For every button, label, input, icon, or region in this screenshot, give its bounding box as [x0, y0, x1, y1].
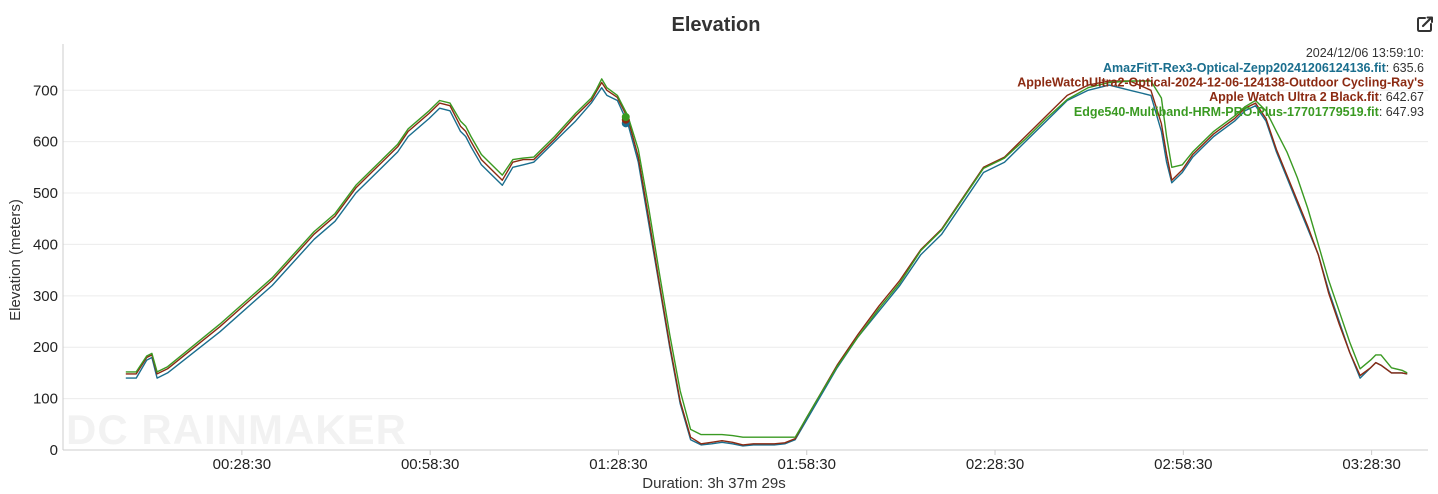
y-axis-label: Elevation (meters) — [7, 199, 24, 321]
y-tick-label: 200 — [33, 339, 58, 356]
tooltip-series-name: AmazFitT-Rex3-Optical-Zepp20241206124136… — [1103, 61, 1387, 75]
y-tick-label: 100 — [33, 391, 58, 408]
tooltip-row: AmazFitT-Rex3-Optical-Zepp20241206124136… — [1103, 61, 1424, 75]
tooltip-header: 2024/12/06 13:59:10: — [1306, 46, 1424, 60]
gridlines — [63, 89, 1428, 400]
x-tick-label: 00:28:30 — [213, 456, 271, 473]
series-lines — [125, 78, 1408, 447]
tooltip-value: 647.93 — [1386, 105, 1424, 119]
tooltip-series-name: Apple Watch Ultra 2 Black.fit — [1209, 90, 1380, 104]
x-tick-label: 01:58:30 — [778, 456, 836, 473]
tooltip-row: Edge540-Multiband-HRM-PRO-Plus-177017795… — [1074, 105, 1424, 119]
series-line — [125, 80, 1408, 446]
y-tick-label: 400 — [33, 236, 58, 253]
x-tick-label: 02:28:30 — [966, 456, 1024, 473]
tooltip: 2024/12/06 13:59:10: AmazFitT-Rex3-Optic… — [1017, 46, 1424, 119]
x-tick-label: 00:58:30 — [401, 456, 459, 473]
x-tick-label: 03:28:30 — [1342, 456, 1400, 473]
tooltip-separator: : — [1379, 90, 1386, 104]
x-tick-label: 01:28:30 — [589, 456, 647, 473]
axes: 0 100 200 300 400 500 600 700 00:28:30 00:58:30 01… — [33, 44, 1428, 473]
series-line — [125, 84, 1408, 447]
watermark: DC RAINMAKER — [66, 406, 407, 453]
y-tick-label: 600 — [33, 134, 58, 151]
tooltip-separator: : — [1386, 61, 1393, 75]
x-tick-label: 02:58:30 — [1154, 456, 1212, 473]
tooltip-separator: : — [1379, 105, 1386, 119]
x-axis-label: Duration: 3h 37m 29s — [642, 475, 785, 492]
tooltip-series-name: AppleWatchUltra2-Optical-2024-12-06-1241… — [1017, 76, 1424, 90]
tooltip-row: Apple Watch Ultra 2 Black.fit: 642.67 — [1209, 90, 1424, 104]
series-line — [125, 78, 1408, 438]
external-edit-icon — [1417, 16, 1433, 32]
chart-title: Elevation — [672, 14, 761, 36]
export-button[interactable] — [1417, 16, 1433, 32]
tooltip-value: 642.67 — [1386, 90, 1424, 104]
y-tick-label: 300 — [33, 288, 58, 305]
series-marker — [621, 113, 630, 122]
tooltip-series-name: Edge540-Multiband-HRM-PRO-Plus-177017795… — [1074, 105, 1380, 119]
y-tick-label: 0 — [50, 442, 58, 459]
tooltip-value: 635.6 — [1393, 61, 1424, 75]
y-tick-label: 500 — [33, 185, 58, 202]
tooltip-markers — [621, 113, 630, 128]
y-tick-label: 700 — [33, 82, 58, 99]
tooltip-row: AppleWatchUltra2-Optical-2024-12-06-1241… — [1017, 76, 1424, 90]
